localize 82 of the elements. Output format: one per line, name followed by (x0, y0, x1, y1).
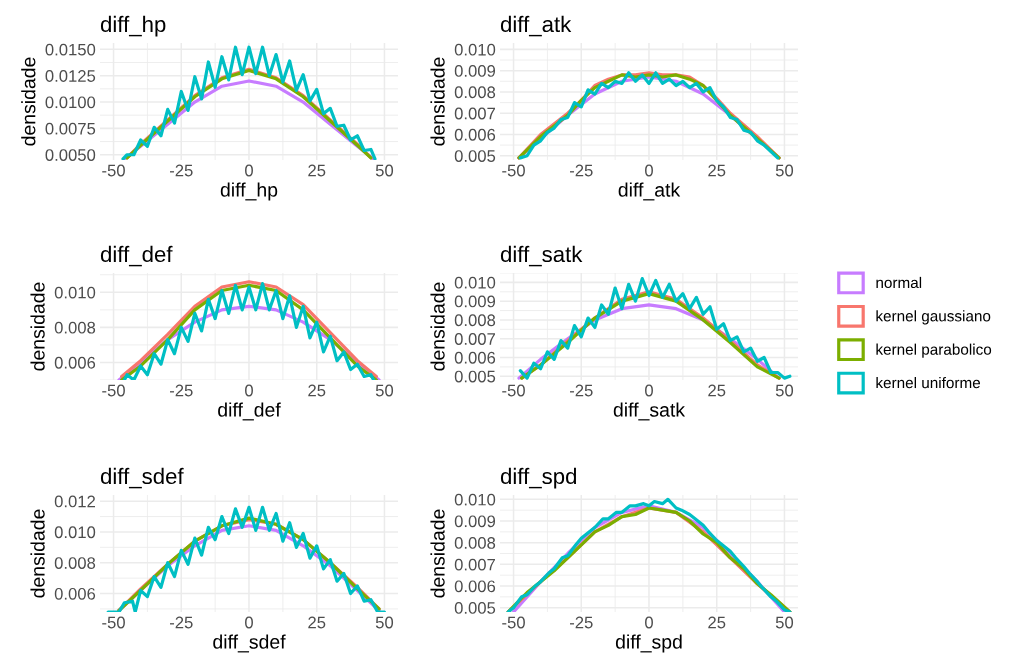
x-tick-label: 50 (375, 616, 394, 629)
x-axis-title: diff_atk (618, 182, 681, 201)
y-tick-label: 0.0075 (45, 122, 96, 135)
x-axis-title: diff_sdef (213, 634, 286, 653)
y-tick-label: 0.006 (454, 580, 496, 593)
x-tick-label: -25 (169, 384, 193, 397)
x-tick-label: 25 (708, 384, 726, 397)
y-tick-label: 0.005 (454, 370, 496, 383)
x-tick-label: 50 (375, 164, 394, 177)
x-tick-label: -50 (502, 616, 525, 629)
x-axis-title: diff_def (218, 402, 281, 421)
y-axis-title: densidade (430, 509, 445, 598)
x-tick-label: 25 (708, 616, 726, 629)
y-tick-label: 0.007 (454, 107, 495, 120)
y-tick-label: 0.012 (54, 495, 95, 508)
y-tick-label: 0.006 (54, 356, 96, 369)
x-tick-label: 50 (775, 164, 794, 177)
x-tick-label: 50 (775, 616, 794, 629)
y-axis-title: densidade (21, 57, 36, 146)
y-tick-label: 0.0050 (45, 149, 96, 161)
x-tick-label: -25 (169, 616, 193, 629)
x-tick-label: -25 (569, 164, 593, 177)
x-tick-label: 0 (245, 384, 253, 397)
chart-title: diff_hp (100, 15, 166, 37)
y-tick-label: 0.006 (454, 351, 496, 364)
y-tick-label: 0.008 (454, 314, 496, 327)
y-tick-label: 0.0150 (45, 43, 96, 56)
y-tick-label: 0.010 (54, 526, 96, 539)
y-tick-label: 0.007 (454, 558, 495, 571)
x-tick-label: 0 (645, 384, 653, 397)
x-tick-label: 25 (308, 616, 326, 629)
x-tick-label: 0 (245, 164, 253, 177)
x-tick-label: -25 (569, 384, 593, 397)
chart-title: diff_sdef (100, 467, 184, 489)
legend-label: normal (876, 276, 922, 289)
x-tick-label: -25 (569, 616, 593, 629)
y-tick-label: 0.007 (454, 333, 495, 345)
y-tick-label: 0.010 (454, 276, 496, 289)
legend-label: kernel gaussiano (876, 310, 991, 325)
x-tick-label: -50 (102, 616, 125, 629)
x-axis-title: diff_hp (220, 182, 278, 201)
chart-title: diff_atk (500, 15, 572, 37)
y-tick-label: 0.010 (54, 286, 96, 299)
y-tick-label: 0.009 (454, 515, 496, 528)
y-tick-label: 0.010 (454, 493, 496, 506)
y-axis-title: densidade (30, 509, 45, 598)
y-tick-label: 0.005 (454, 602, 496, 614)
y-axis-title: densidade (430, 57, 445, 146)
x-axis-title: diff_satk (613, 402, 686, 421)
x-tick-label: 50 (375, 384, 394, 397)
x-tick-label: 0 (245, 616, 253, 629)
y-tick-label: 0.006 (54, 587, 96, 600)
x-tick-label: -50 (102, 164, 125, 177)
y-tick-label: 0.008 (454, 86, 496, 99)
y-tick-label: 0.008 (54, 557, 96, 569)
y-tick-label: 0.009 (454, 295, 496, 308)
chart-title: diff_spd (500, 467, 577, 489)
x-tick-label: -25 (169, 164, 193, 177)
y-tick-label: 0.010 (454, 43, 496, 56)
x-tick-label: -50 (502, 164, 525, 177)
x-axis-title: diff_spd (615, 634, 682, 653)
x-tick-label: 0 (645, 616, 653, 629)
x-tick-label: 25 (308, 164, 326, 177)
y-tick-label: 0.008 (54, 321, 96, 334)
x-tick-label: 50 (775, 384, 794, 397)
y-tick-label: 0.006 (454, 128, 496, 141)
chart-title: diff_def (100, 245, 173, 267)
x-tick-label: -50 (502, 384, 525, 397)
y-axis-title: densidade (430, 282, 445, 371)
x-tick-label: 25 (708, 164, 726, 177)
y-tick-label: 0.0100 (45, 96, 96, 109)
legend-label: kernel parabolico (876, 343, 992, 358)
x-tick-label: -50 (102, 384, 125, 397)
y-tick-label: 0.008 (454, 537, 496, 549)
y-tick-label: 0.0125 (45, 70, 96, 82)
x-tick-label: 0 (645, 164, 653, 177)
x-tick-label: 25 (308, 384, 326, 397)
legend-label: kernel uniforme (876, 377, 981, 389)
y-axis-title: densidade (30, 282, 45, 371)
y-tick-label: 0.009 (454, 65, 496, 77)
y-tick-label: 0.005 (454, 150, 496, 162)
chart-title: diff_satk (500, 245, 583, 267)
